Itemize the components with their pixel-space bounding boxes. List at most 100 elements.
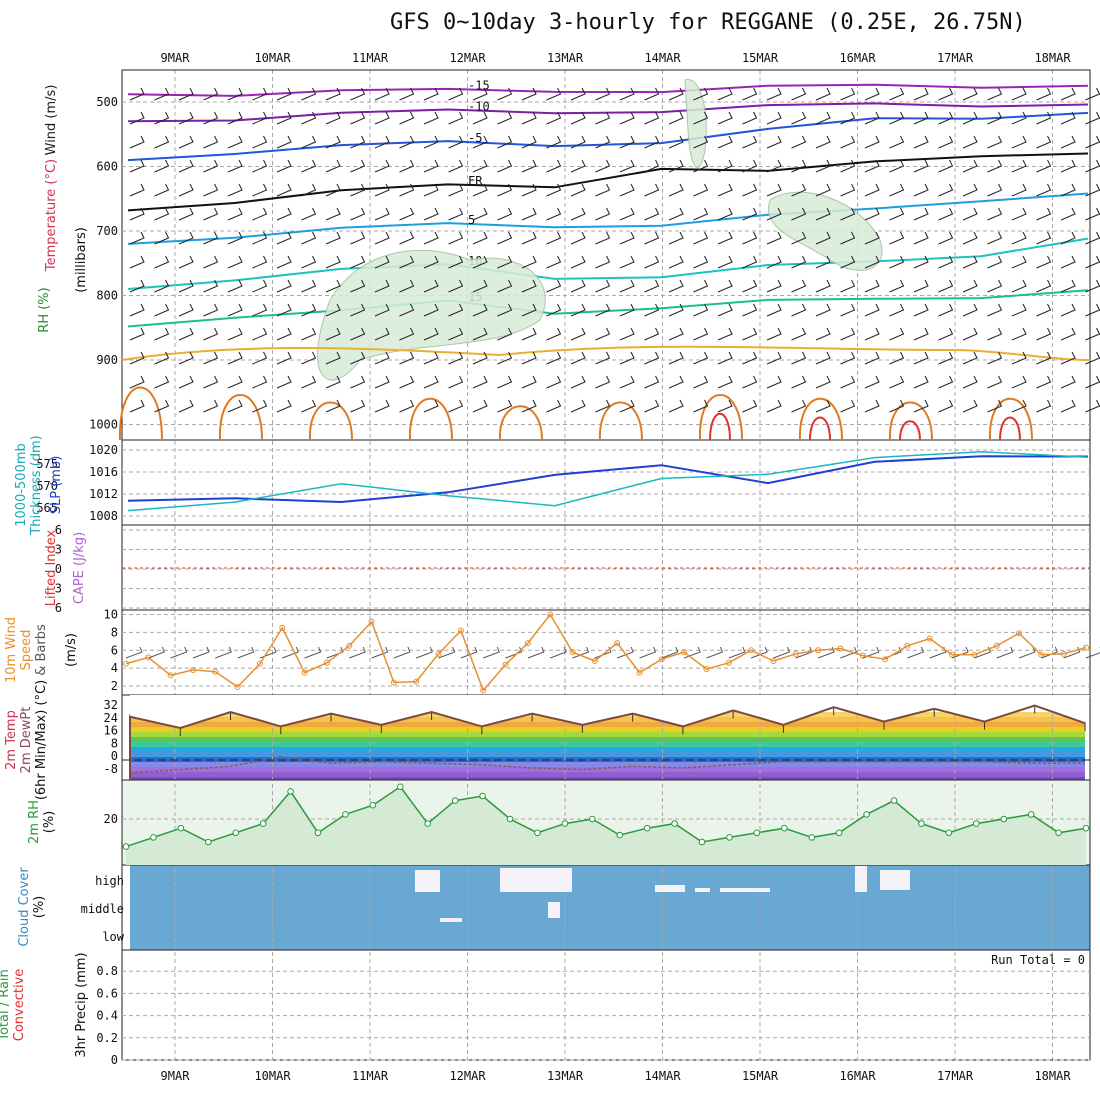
wind-barb xyxy=(325,87,341,101)
wind-barb xyxy=(987,207,1003,221)
temperature-color-band xyxy=(130,762,1085,767)
wind-barb xyxy=(227,231,243,245)
wind-barb xyxy=(742,111,758,125)
rh-point xyxy=(918,820,925,827)
wind-barb xyxy=(766,135,782,149)
wind-barb xyxy=(374,327,390,341)
isotherm-FR xyxy=(127,152,1089,212)
rh-point xyxy=(204,838,212,846)
wind-barb xyxy=(791,135,807,149)
surface-wind-barb xyxy=(527,646,545,659)
wind-barb xyxy=(154,351,170,365)
wind-barb xyxy=(864,111,880,125)
temperature-color-band xyxy=(130,767,1085,772)
wind-barb xyxy=(423,111,439,125)
wind-barb xyxy=(644,159,660,173)
wind-barb xyxy=(570,327,586,341)
wind-barb xyxy=(913,135,929,149)
wind-barb xyxy=(889,159,905,173)
wind-barb xyxy=(987,111,1003,125)
wind-barb xyxy=(497,279,513,293)
wind-barb xyxy=(1036,303,1052,317)
wind-barb xyxy=(325,279,341,293)
wind-speed-point xyxy=(323,659,330,666)
wind-barb xyxy=(497,159,513,173)
wind-speed-point xyxy=(636,669,643,676)
wind-barb xyxy=(374,87,390,101)
wind-barb xyxy=(644,111,660,125)
wind-barb xyxy=(423,279,439,293)
wind-barb xyxy=(864,255,880,269)
wind-speed-point xyxy=(681,649,688,656)
wind-barb xyxy=(497,183,513,197)
axis-label-temperature: Temperature (°C) xyxy=(44,159,59,272)
wind-barb xyxy=(497,231,513,245)
rh-point xyxy=(479,792,486,800)
rh-point xyxy=(561,820,569,827)
wind-barb xyxy=(1085,87,1100,101)
wind-barb xyxy=(227,135,243,149)
wind-barb xyxy=(1060,207,1076,221)
wind-barb xyxy=(1085,159,1100,173)
wind-barb xyxy=(962,135,978,149)
rh-tick-label: 20 xyxy=(104,812,118,826)
wind-barb xyxy=(570,375,586,389)
surface-wind-barb xyxy=(326,646,344,659)
wind-barb xyxy=(252,135,268,149)
surface-wind-barb xyxy=(728,646,746,659)
wind-barb xyxy=(840,279,856,293)
wind-barb xyxy=(448,255,464,269)
cloud-cover-bar xyxy=(720,888,770,892)
wind-barb xyxy=(227,87,243,101)
wind-barb xyxy=(227,255,243,269)
wind-barb xyxy=(154,255,170,269)
wind-barb xyxy=(644,351,660,365)
wind-barb xyxy=(815,159,831,173)
wind-barb xyxy=(350,207,366,221)
wind-barb xyxy=(252,279,268,293)
wind-barb xyxy=(619,375,635,389)
wind-barb xyxy=(962,327,978,341)
wind-barb xyxy=(1011,159,1027,173)
wind-barb xyxy=(864,279,880,293)
wind-barb xyxy=(889,303,905,317)
wind-barb xyxy=(546,159,562,173)
wind-barb xyxy=(864,399,880,413)
wind-barb xyxy=(203,207,219,221)
axis-label-cloud: (%) xyxy=(32,896,47,919)
wind-barb xyxy=(546,111,562,125)
date-label-bottom: 12MAR xyxy=(449,1069,486,1083)
wind-barb xyxy=(1036,327,1052,341)
wind-barb xyxy=(325,255,341,269)
wind-barb xyxy=(864,207,880,221)
isotherm-10 xyxy=(127,237,1089,290)
slp-line xyxy=(127,455,1089,504)
wind-barb xyxy=(154,111,170,125)
wind-speed-point xyxy=(770,658,777,664)
wind-barb xyxy=(399,207,415,221)
wind-barb xyxy=(301,351,317,365)
wind-barb xyxy=(595,159,611,173)
wind-barb xyxy=(1085,327,1100,341)
wind-barb xyxy=(570,279,586,293)
wind-barb xyxy=(938,111,954,125)
wind-barb xyxy=(546,303,562,317)
wind-barb xyxy=(129,87,145,101)
surface-wind-barb xyxy=(1085,647,1100,659)
wind-barb xyxy=(693,87,709,101)
wind-barb xyxy=(889,231,905,245)
surface-wind-barb xyxy=(505,646,523,659)
wind-barb xyxy=(252,351,268,365)
lifted-index-tick-label: 3 xyxy=(55,543,62,557)
axis-label-cape: CAPE (J/kg) xyxy=(72,532,87,604)
date-label-bottom: 9MAR xyxy=(161,1069,191,1083)
wind-barb xyxy=(987,399,1003,413)
wind-barb xyxy=(154,207,170,221)
wind-barb xyxy=(742,375,758,389)
temperature-color-band xyxy=(130,747,1085,752)
wind-barb xyxy=(717,303,733,317)
wind-barb xyxy=(570,255,586,269)
wind-barb xyxy=(570,135,586,149)
wind-barb xyxy=(399,231,415,245)
wind-barb xyxy=(252,207,268,221)
